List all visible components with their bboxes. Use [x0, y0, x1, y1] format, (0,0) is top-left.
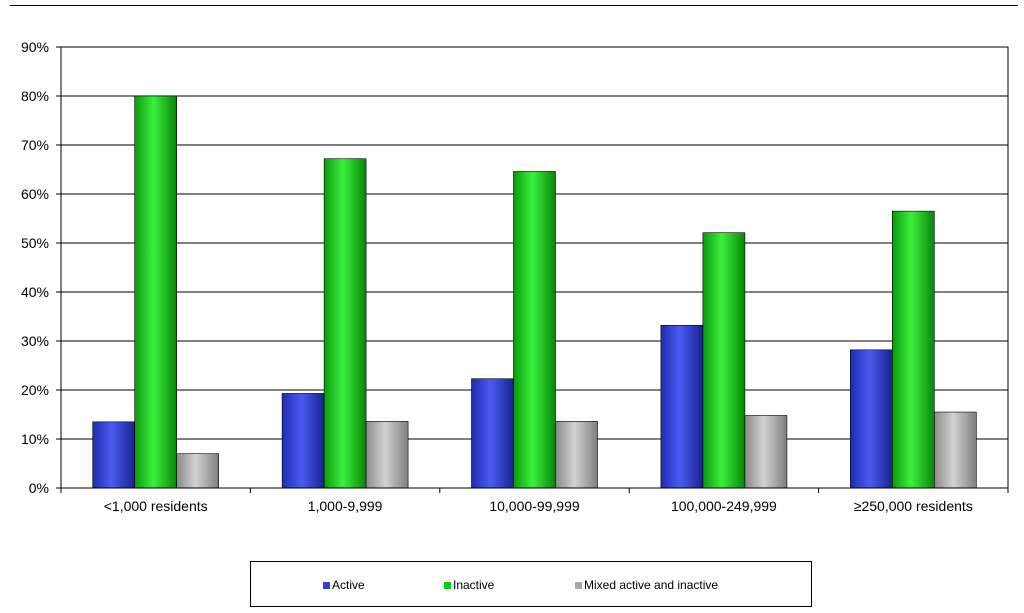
- legend-swatch-mixed: [575, 581, 582, 589]
- legend-item-inactive: Inactive: [444, 577, 494, 593]
- x-category-label: 1,000-9,999: [308, 498, 383, 514]
- top-rule: [10, 5, 1018, 6]
- legend-item-active: Active: [323, 577, 365, 593]
- y-tick-label: 50%: [21, 235, 49, 251]
- bar-mixed-active-and-inactive: [555, 421, 598, 489]
- bar-inactive: [323, 158, 367, 489]
- y-tick-label: 60%: [21, 186, 49, 202]
- x-category-label: ≥250,000 residents: [854, 498, 973, 514]
- axes: [56, 46, 1009, 493]
- legend-swatch-inactive: [444, 581, 451, 589]
- y-tick-label: 30%: [21, 333, 49, 349]
- plot-area-border: [60, 46, 1009, 489]
- bar-mixed-active-and-inactive: [744, 415, 788, 489]
- y-tick-label: 70%: [21, 137, 49, 153]
- bar-mixed-active-and-inactive: [933, 411, 977, 489]
- x-category-label: <1,000 residents: [104, 498, 208, 514]
- x-category-label: 10,000-99,999: [489, 498, 580, 514]
- legend-item-mixed: Mixed active and inactive: [575, 577, 718, 593]
- bar-inactive: [702, 232, 746, 489]
- y-tick-label: 0%: [29, 480, 49, 496]
- y-tick-label: 10%: [21, 431, 49, 447]
- bar-active: [849, 349, 893, 489]
- y-tick-label: 20%: [21, 382, 49, 398]
- bar-inactive: [513, 171, 556, 489]
- legend-label-mixed: Mixed active and inactive: [584, 578, 719, 592]
- y-tick-label: 40%: [21, 284, 49, 300]
- bar-active: [471, 378, 514, 489]
- legend: Active Inactive Mixed active and inactiv…: [250, 561, 812, 607]
- bar-inactive: [134, 95, 177, 489]
- x-category-label: 100,000-249,999: [671, 498, 777, 514]
- bar-active: [92, 421, 135, 489]
- bar-active: [660, 325, 704, 489]
- y-tick-label: 80%: [21, 88, 49, 104]
- legend-swatch-active: [323, 581, 330, 589]
- legend-label-inactive: Inactive: [453, 578, 495, 592]
- legend-label-active: Active: [332, 578, 365, 592]
- bar-mixed-active-and-inactive: [365, 421, 409, 489]
- bar-chart: 0% 10% 20% 30% 40% 50% 60% 70% 80% 90% <1,000 resi…: [21, 39, 1009, 514]
- bar-active: [281, 393, 325, 489]
- y-tick-label: 90%: [21, 39, 49, 55]
- bar-mixed-active-and-inactive: [176, 453, 219, 489]
- axis-labels: 0% 10% 20% 30% 40% 50% 60% 70% 80% 90% <1,000 resi…: [21, 39, 973, 514]
- bars: [92, 95, 977, 489]
- bar-inactive: [891, 210, 935, 489]
